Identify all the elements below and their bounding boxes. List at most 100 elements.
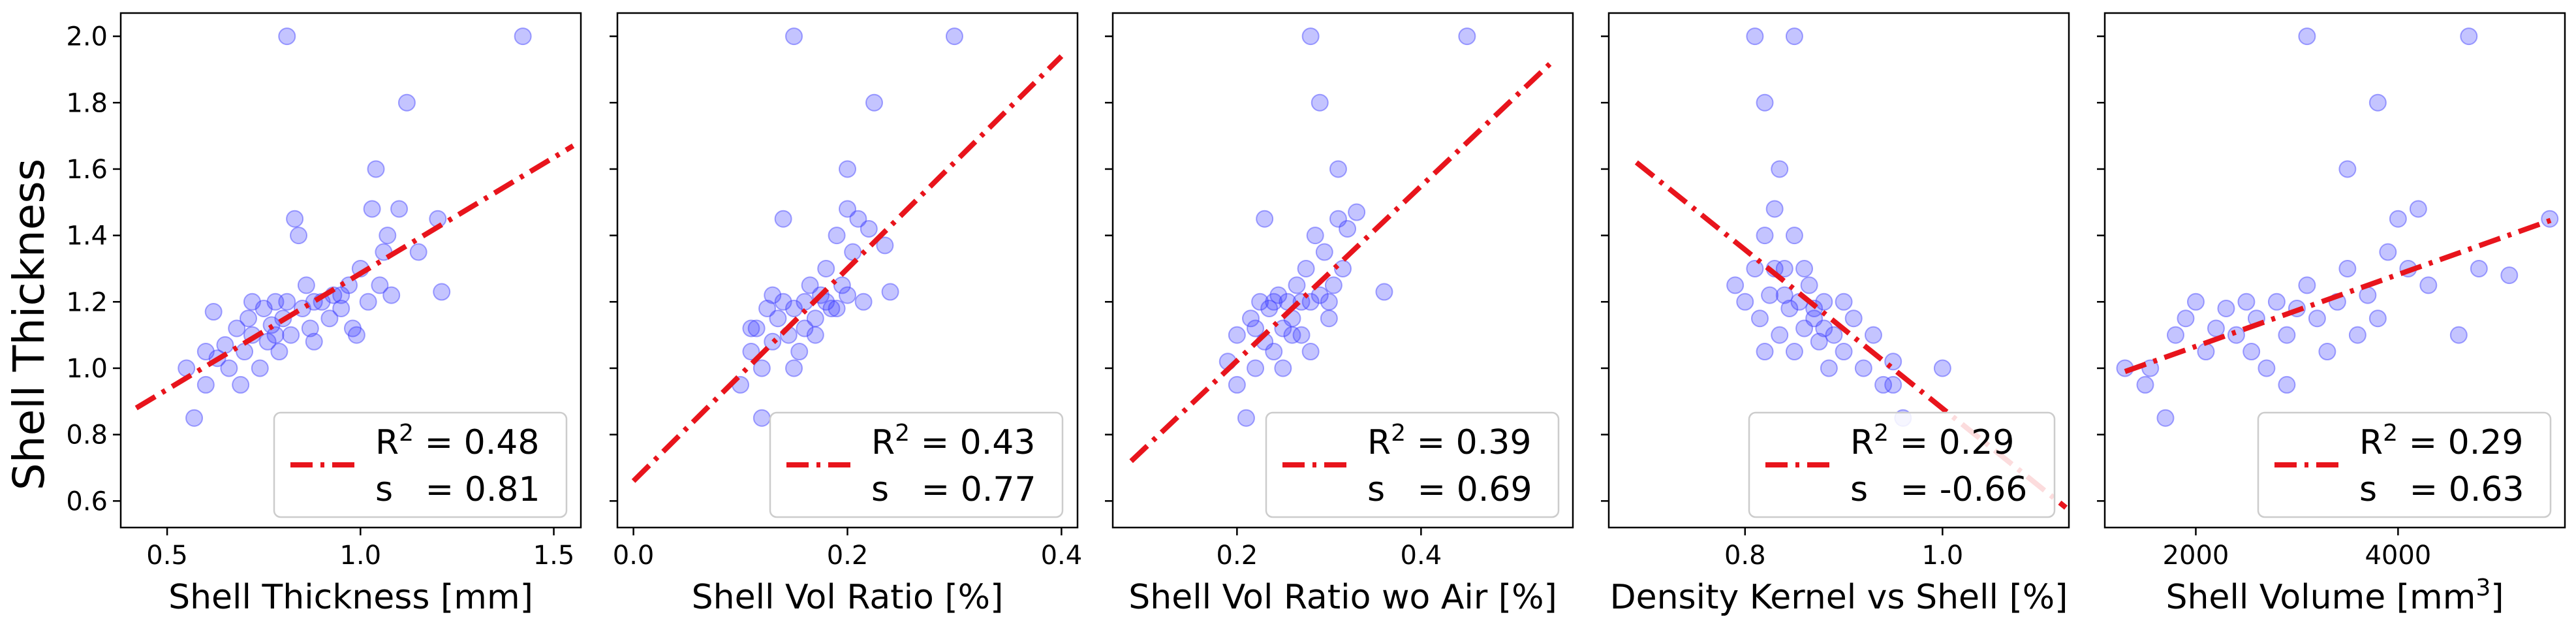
x-tick-label: 0.2 (827, 541, 869, 571)
data-point (1825, 326, 1843, 344)
data-point (371, 276, 389, 294)
legend: R2 = 0.48 s = 0.81 (273, 411, 568, 518)
data-point (1292, 326, 1311, 344)
data-point (266, 326, 285, 344)
data-point (1329, 160, 1347, 178)
scatter-panel-2: 0.0 0.2 0.4 Shell Vol Ratio [%] R2 = 0.43 s =… (610, 12, 1082, 617)
data-point (2242, 343, 2261, 361)
data-point (2177, 309, 2195, 328)
data-point (1260, 299, 1279, 317)
data-point (1228, 326, 1246, 344)
data-point (1815, 292, 1833, 311)
legend-box (273, 411, 568, 518)
x-tick-label: 0.8 (1724, 541, 1766, 571)
legend-box (1748, 411, 2056, 518)
scatter-panel-4: 0.8 1.0 Density Kernel vs Shell [%] R2 = 0.… (1601, 12, 2070, 617)
data-point (433, 283, 451, 301)
data-point (390, 200, 409, 218)
data-point (286, 210, 304, 228)
data-point (1761, 286, 1779, 304)
data-point (2500, 266, 2519, 285)
legend-r2-sup: 2 (895, 420, 910, 447)
data-point (1785, 27, 1803, 46)
data-point (301, 319, 319, 338)
data-point (409, 243, 427, 261)
legend-r2: R2 = 0.43 (871, 420, 1035, 462)
data-point (2338, 259, 2357, 277)
data-point (854, 292, 873, 311)
data-point (1288, 276, 1306, 294)
data-point (204, 303, 223, 321)
data-point (1864, 326, 1882, 344)
axes-frame (1111, 12, 1574, 529)
x-axis-label-text: Shell Volume [mm (2165, 578, 2475, 617)
legend-r2: R2 = 0.39 (1367, 420, 1531, 462)
data-point (2409, 200, 2427, 218)
data-point (1311, 286, 1329, 304)
data-point (1315, 243, 1333, 261)
data-point (742, 319, 760, 338)
data-point (764, 286, 782, 304)
legend-r2: R2 = 0.29 (2359, 420, 2523, 462)
data-point (216, 336, 234, 354)
data-point (1820, 359, 1838, 377)
legend: R2 = 0.39 s = 0.69 (1265, 411, 1560, 518)
data-point (876, 236, 894, 255)
data-point (747, 319, 766, 338)
data-point (2207, 319, 2225, 338)
data-point (817, 292, 835, 311)
legend-r2: R2 = 0.48 (375, 420, 539, 462)
data-point (1247, 319, 1265, 338)
data-point (1726, 276, 1745, 294)
data-point (185, 409, 204, 427)
data-point (1269, 286, 1288, 304)
data-point (240, 309, 258, 328)
y-tick-label: 1.2 (66, 287, 108, 317)
data-point (397, 93, 416, 112)
data-point (742, 343, 760, 361)
data-point (2267, 292, 2286, 311)
data-point (785, 359, 803, 377)
data-points (178, 27, 532, 427)
fit-line (2124, 216, 2556, 374)
y-tick-label: 1.6 (66, 155, 108, 185)
data-point (753, 359, 771, 377)
data-point (1746, 27, 1764, 46)
data-point (278, 292, 296, 311)
data-point (2368, 309, 2387, 328)
x-axis-label-sup: 3 (2475, 575, 2491, 601)
data-point (1348, 203, 1366, 221)
data-point (828, 299, 846, 317)
data-point (1736, 292, 1754, 311)
data-point (833, 276, 851, 294)
data-point (1242, 309, 1260, 328)
data-point (1265, 292, 1283, 311)
data-point (1756, 343, 1774, 361)
data-point (2338, 160, 2357, 178)
data-point (382, 286, 401, 304)
data-point (379, 227, 397, 245)
legend-box (769, 411, 1064, 518)
data-point (2156, 409, 2175, 427)
data-points (1726, 27, 1951, 427)
data-point (2379, 243, 2397, 261)
legend: R2 = 0.29 s = 0.63 (2257, 411, 2552, 518)
data-point (2278, 375, 2296, 394)
data-point (1795, 259, 1814, 277)
data-point (2460, 27, 2478, 46)
data-point (2298, 27, 2316, 46)
data-point (232, 375, 250, 394)
x-tick-label: 2000 (2163, 541, 2229, 571)
legend: R2 = 0.29 s = -0.66 (1748, 411, 2056, 518)
data-point (1746, 259, 1764, 277)
data-point (266, 292, 285, 311)
fit-line (631, 54, 1064, 483)
legend-s: s = 0.81 (375, 470, 540, 509)
data-point (2166, 326, 2184, 344)
data-point (758, 299, 777, 317)
data-point (305, 332, 323, 351)
x-tick-label: 0.0 (613, 541, 655, 571)
data-point (2419, 276, 2438, 294)
data-point (790, 343, 809, 361)
